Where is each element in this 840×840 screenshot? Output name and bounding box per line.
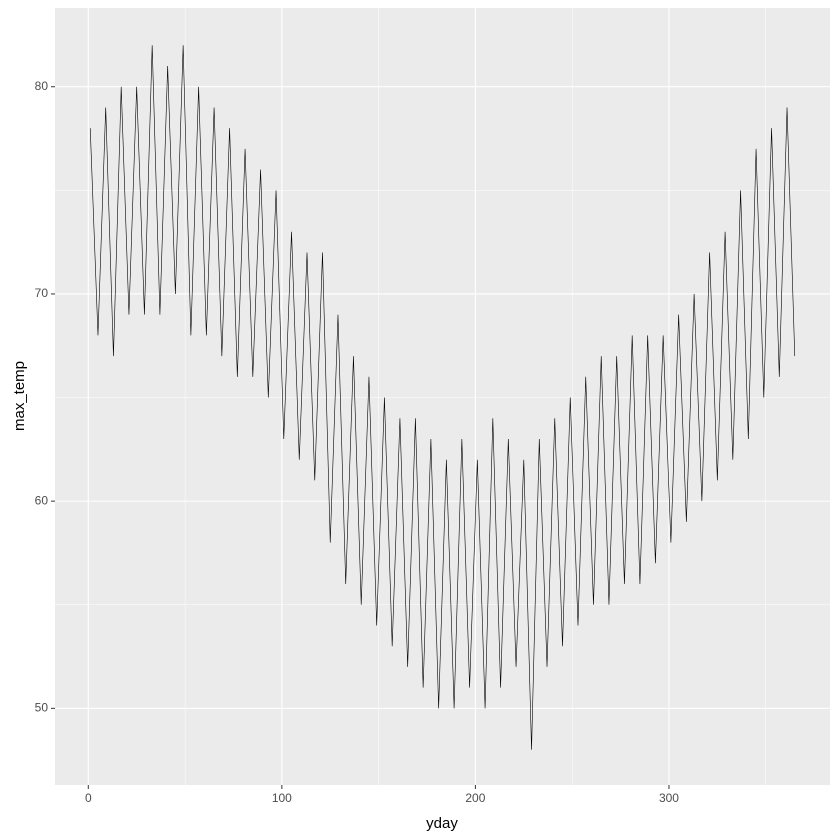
y-axis-title: max_temp	[11, 361, 28, 431]
y-tick-label: 60	[35, 493, 49, 507]
panel	[55, 8, 830, 785]
x-tick-label: 300	[659, 791, 679, 805]
data-line	[89, 45, 796, 750]
x-tick-label: 0	[85, 791, 92, 805]
x-axis-title: yday	[426, 815, 458, 832]
labels: 0 100 200 300 50 60 70 80	[35, 79, 680, 805]
y-tick-label: 50	[35, 701, 49, 715]
grid	[55, 8, 830, 785]
x-tick-label: 200	[465, 791, 485, 805]
y-tick-label: 80	[35, 79, 49, 93]
y-tick-label: 70	[35, 286, 49, 300]
marks	[89, 45, 796, 750]
x-tick-label: 100	[272, 791, 292, 805]
